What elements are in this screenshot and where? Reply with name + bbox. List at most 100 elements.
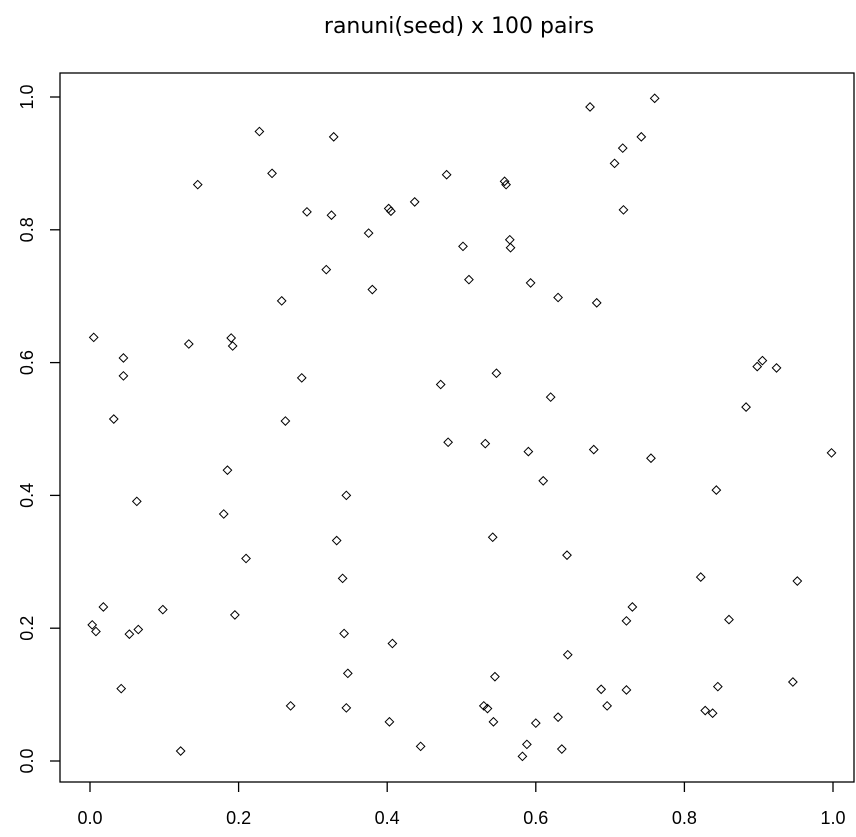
data-point bbox=[342, 668, 353, 679]
plot-frame bbox=[59, 72, 855, 783]
data-point bbox=[771, 363, 782, 373]
y-tick-label: 0.0 bbox=[17, 748, 37, 773]
data-point bbox=[363, 228, 374, 239]
data-point bbox=[341, 702, 352, 713]
data-points bbox=[87, 93, 837, 762]
data-point bbox=[646, 453, 656, 464]
data-point bbox=[339, 628, 350, 639]
data-point bbox=[596, 684, 607, 695]
data-point bbox=[504, 234, 515, 245]
data-point bbox=[435, 379, 446, 390]
data-point bbox=[538, 475, 549, 486]
data-point bbox=[517, 751, 528, 762]
data-point bbox=[636, 131, 647, 142]
x-tick-label: 1.0 bbox=[820, 808, 845, 828]
data-point bbox=[523, 446, 534, 457]
data-point bbox=[488, 716, 499, 727]
data-point bbox=[276, 295, 287, 306]
data-point bbox=[267, 168, 277, 179]
data-point bbox=[602, 700, 613, 711]
data-point bbox=[133, 624, 144, 635]
data-point bbox=[556, 744, 567, 754]
x-axis: 0.0 0.2 0.4 0.6 0.8 1.0 bbox=[77, 782, 846, 828]
data-point bbox=[124, 629, 135, 640]
data-point bbox=[254, 126, 265, 137]
data-point bbox=[341, 490, 352, 501]
data-point bbox=[491, 368, 502, 379]
data-point bbox=[627, 602, 638, 612]
data-point bbox=[585, 102, 595, 112]
data-point bbox=[218, 509, 229, 519]
data-point bbox=[367, 284, 378, 295]
data-point bbox=[222, 465, 233, 476]
y-tick-label: 1.0 bbox=[17, 84, 37, 109]
data-point bbox=[415, 741, 426, 752]
data-point bbox=[387, 638, 398, 649]
data-point bbox=[609, 158, 620, 169]
data-point bbox=[331, 535, 342, 546]
data-point bbox=[443, 437, 454, 448]
chart-title: ranuni(seed) x 100 pairs bbox=[324, 14, 594, 39]
data-point bbox=[326, 210, 337, 221]
y-tick-label: 0.8 bbox=[17, 217, 37, 242]
data-point bbox=[87, 619, 98, 630]
data-point bbox=[826, 447, 837, 458]
data-point bbox=[384, 716, 395, 727]
data-point bbox=[321, 264, 332, 275]
data-point bbox=[621, 685, 632, 695]
y-tick-label: 0.2 bbox=[17, 616, 37, 641]
data-point bbox=[192, 179, 203, 190]
x-tick-label: 0.2 bbox=[226, 808, 251, 828]
data-point bbox=[792, 576, 803, 586]
data-point bbox=[617, 143, 628, 154]
y-tick-label: 0.6 bbox=[17, 350, 37, 375]
data-point bbox=[302, 206, 312, 217]
data-point bbox=[562, 649, 573, 660]
data-point bbox=[241, 553, 251, 564]
data-point bbox=[157, 604, 168, 615]
data-point bbox=[478, 700, 489, 711]
data-point bbox=[724, 614, 734, 625]
x-tick-label: 0.4 bbox=[375, 808, 400, 828]
data-point bbox=[487, 532, 498, 543]
data-point bbox=[499, 176, 510, 187]
data-point bbox=[328, 131, 339, 142]
x-tick-label: 0.0 bbox=[77, 808, 102, 828]
data-point bbox=[505, 242, 516, 253]
data-point bbox=[108, 414, 119, 424]
data-point bbox=[501, 179, 511, 190]
data-point bbox=[521, 739, 532, 750]
data-point bbox=[280, 416, 291, 426]
data-point bbox=[591, 297, 602, 308]
data-point bbox=[545, 392, 556, 403]
data-point bbox=[711, 485, 722, 495]
data-point bbox=[562, 550, 572, 561]
data-point bbox=[712, 681, 723, 692]
data-point bbox=[409, 197, 420, 207]
y-axis: 0.0 0.2 0.4 0.6 0.8 1.0 bbox=[17, 84, 60, 774]
data-point bbox=[91, 626, 101, 637]
data-point bbox=[464, 274, 474, 285]
data-point bbox=[88, 332, 99, 343]
data-point bbox=[525, 278, 536, 288]
data-point bbox=[649, 93, 660, 104]
data-point bbox=[553, 292, 563, 303]
data-point bbox=[530, 718, 541, 729]
data-point bbox=[741, 402, 751, 412]
data-point bbox=[441, 169, 452, 180]
data-point bbox=[337, 573, 348, 584]
y-tick-label: 0.4 bbox=[17, 483, 37, 508]
data-point bbox=[480, 438, 491, 449]
x-tick-label: 0.6 bbox=[523, 808, 548, 828]
data-point bbox=[787, 677, 798, 687]
data-point bbox=[695, 572, 706, 582]
data-point bbox=[553, 712, 563, 723]
data-point bbox=[118, 353, 129, 363]
data-point bbox=[296, 372, 307, 383]
data-point bbox=[482, 703, 493, 714]
data-point bbox=[183, 339, 194, 349]
data-point bbox=[226, 333, 237, 343]
data-point bbox=[98, 602, 109, 612]
data-point bbox=[618, 204, 629, 215]
